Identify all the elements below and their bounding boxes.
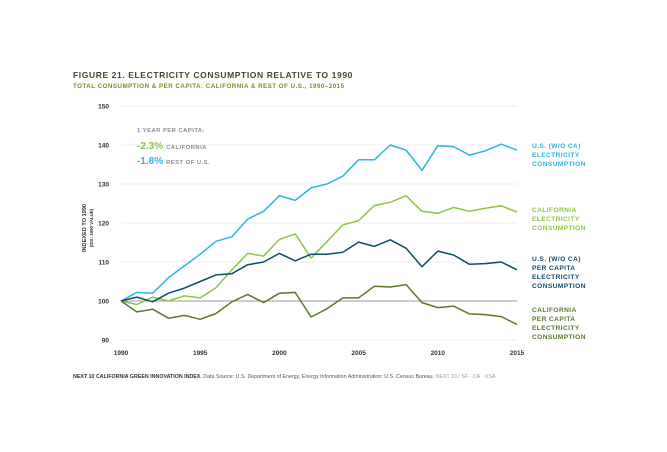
y-tick-label: 150 [98,104,109,111]
series-label-line: CONSUMPTION [532,161,586,168]
annotation-value-rest-of-us: -1.8% [137,156,164,167]
x-tick-label: 2000 [272,350,287,357]
x-tick-label: 2005 [351,350,366,357]
y-tick-label: 110 [99,260,110,267]
x-tick-label: 1995 [193,350,208,357]
series-label-line: U.S. (W/O CA) [532,143,581,150]
y-tick-label: 120 [98,221,109,228]
series-label-line: CONSUMPTION [532,283,586,290]
series-line-us-total [120,143,518,302]
series-label-line: PER CAPITA [532,316,576,323]
series-label-line: ELECTRICITY [532,325,580,332]
series-label-line: CALIFORNIA [532,207,577,214]
y-tick-label: 90 [102,338,110,345]
series-label-line: ELECTRICITY [532,152,580,159]
x-tick-label: 1990 [114,350,129,357]
series-label-line: CONSUMPTION [532,334,586,341]
y-axis-sublabel: (IDX: 1990 VALUE) [89,208,94,247]
series-line-ca-per-capita [120,283,518,326]
series-label-ca-total: CALIFORNIA ELECTRICITY CONSUMPTION [532,206,622,233]
annotation-label-california: CALIFORNIA [166,145,207,151]
series-line-ca-total [120,194,518,306]
annotation-row-california: -2.3% CALIFORNIA [137,136,207,154]
annotation-heading: 1 YEAR PER CAPITA: [137,128,206,134]
series-label-line: U.S. (W/O CA) [532,256,581,263]
x-tick-label: 2010 [431,350,446,357]
series-label-line: ELECTRICITY [532,216,580,223]
annotation-label-rest-of-us: REST OF U.S. [166,160,211,166]
footnote-brand: NEXT 10 CALIFORNIA GREEN INNOVATION INDE… [73,374,202,380]
series-label-ca-per-capita: CALIFORNIA PER CAPITA ELECTRICITY CONSUM… [532,306,622,342]
footnote-publisher: NEXT 10 / SF · CA · USA [434,374,496,380]
x-tick-label: 2015 [510,350,525,357]
series-label-us-per-capita: U.S. (W/O CA) PER CAPITA ELECTRICITY CON… [532,255,622,291]
figure-subtitle: TOTAL CONSUMPTION & PER CAPITA: CALIFORN… [73,83,345,90]
footnote-source: Data Source: U.S. Department of Energy, … [201,374,435,380]
series-label-us-total: U.S. (W/O CA) ELECTRICITY CONSUMPTION [532,142,622,169]
series-label-line: ELECTRICITY [532,274,580,281]
y-axis-label: INDEXED TO 1990 [82,204,88,252]
footnote: NEXT 10 CALIFORNIA GREEN INNOVATION INDE… [73,374,495,380]
y-tick-label: 100 [98,299,109,306]
series-label-line: CALIFORNIA [532,307,577,314]
series-line-us-per-capita [120,239,518,303]
annotation-row-rest-of-us: -1.8% REST OF U.S. [137,151,210,169]
figure-title: FIGURE 21. ELECTRICITY CONSUMPTION RELAT… [73,70,353,80]
y-tick-label: 130 [98,182,109,189]
series-label-line: PER CAPITA [532,265,576,272]
annotation-value-california: -2.3% [137,141,164,152]
series-label-line: CONSUMPTION [532,225,586,232]
y-tick-label: 140 [98,143,109,150]
